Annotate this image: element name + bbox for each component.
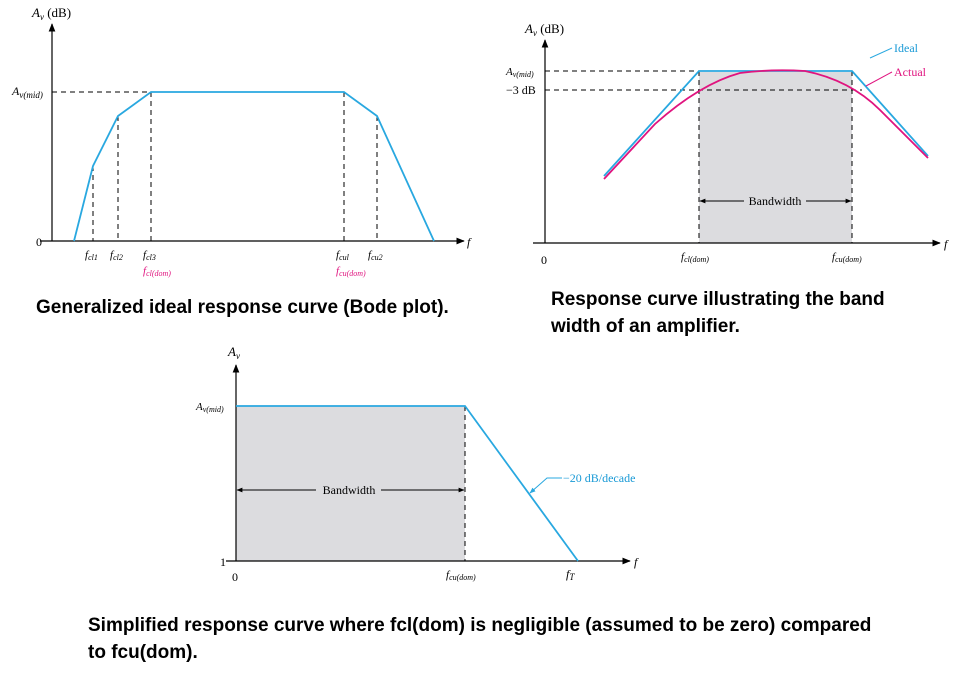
d2-label-fcu-dom: fcu(dom) bbox=[832, 251, 862, 264]
d2-legend-actual: Actual bbox=[894, 65, 927, 79]
simplified-response-curve: Av Av(mid) 1 0 f Bandwidth −20 dB/decade… bbox=[195, 344, 639, 584]
d1-zero-label: 0 bbox=[36, 235, 42, 249]
d2-minus3db-label: −3 dB bbox=[506, 83, 536, 97]
caption-simplified-line-1: Simplified response curve where fcl(dom)… bbox=[88, 615, 872, 636]
d2-label-fcl-dom: fcl(dom) bbox=[681, 251, 709, 264]
d1-label-fcu-dom: fcu(dom) bbox=[336, 265, 366, 278]
d3-bandwidth-label: Bandwidth bbox=[323, 483, 376, 497]
d2-x-axis-label: f bbox=[944, 237, 949, 251]
d1-ideal-response-curve bbox=[73, 91, 435, 242]
d2-legend-ideal: Ideal bbox=[894, 41, 919, 55]
caption-generalized: Generalized ideal response curve (Bode p… bbox=[36, 297, 449, 318]
d2-bandwidth-shade bbox=[699, 72, 852, 243]
d1-label-fcl2: fcl2 bbox=[110, 249, 123, 262]
d1-x-axis-label: f bbox=[467, 235, 472, 249]
d1-mid-label: Av(mid) bbox=[11, 84, 43, 100]
d2-mid-label: Av(mid) bbox=[505, 66, 534, 79]
caption-simplified-line-2: to fcu(dom). bbox=[88, 642, 198, 663]
d3-label-ft: fT bbox=[566, 567, 575, 582]
caption-bandwidth: Response curve illustrating the band wid… bbox=[551, 286, 961, 340]
d2-bandwidth-label: Bandwidth bbox=[749, 194, 802, 208]
d2-zero-label: 0 bbox=[541, 253, 547, 267]
d2-actual-curve bbox=[603, 69, 929, 180]
caption-simplified: Simplified response curve where fcl(dom)… bbox=[88, 612, 968, 666]
d2-legend-actual-leader bbox=[865, 71, 893, 87]
d3-one-label: 1 bbox=[220, 555, 226, 569]
d3-slope-leader bbox=[529, 477, 562, 494]
d1-label-fcl-dom: fcl(dom) bbox=[143, 265, 171, 278]
d1-y-axis-label: Av (dB) bbox=[31, 5, 71, 22]
d3-x-axis-label: f bbox=[634, 555, 639, 569]
d1-label-fcl3: fcl3 bbox=[143, 249, 156, 262]
d3-slope-label: −20 dB/decade bbox=[563, 471, 635, 485]
bode-plot-generalized: Av (dB) Av(mid) 0 f fcl1 fcl2 fcl3 fcul … bbox=[11, 5, 472, 278]
caption-bandwidth-line-1: Response curve illustrating the band bbox=[551, 289, 885, 310]
d3-mid-label: Av(mid) bbox=[195, 401, 224, 414]
d2-y-axis-label: Av (dB) bbox=[524, 21, 564, 38]
d3-bandwidth-shade bbox=[236, 406, 465, 561]
d3-response-curve bbox=[236, 405, 579, 562]
d3-label-fcu-dom: fcu(dom) bbox=[446, 569, 476, 582]
caption-bandwidth-line-2: width of an amplifier. bbox=[551, 316, 740, 337]
d1-label-fcu1: fcul bbox=[336, 249, 350, 262]
d2-legend-ideal-leader bbox=[869, 47, 893, 59]
d3-zero-label: 0 bbox=[232, 570, 238, 584]
bandwidth-response-curve: Av (dB) Av(mid) −3 dB 0 f Ideal Actual B… bbox=[505, 21, 949, 267]
d1-label-fcu2: fcu2 bbox=[368, 249, 383, 262]
d3-y-axis-label: Av bbox=[227, 344, 240, 361]
d1-label-fcl1: fcl1 bbox=[85, 249, 98, 262]
